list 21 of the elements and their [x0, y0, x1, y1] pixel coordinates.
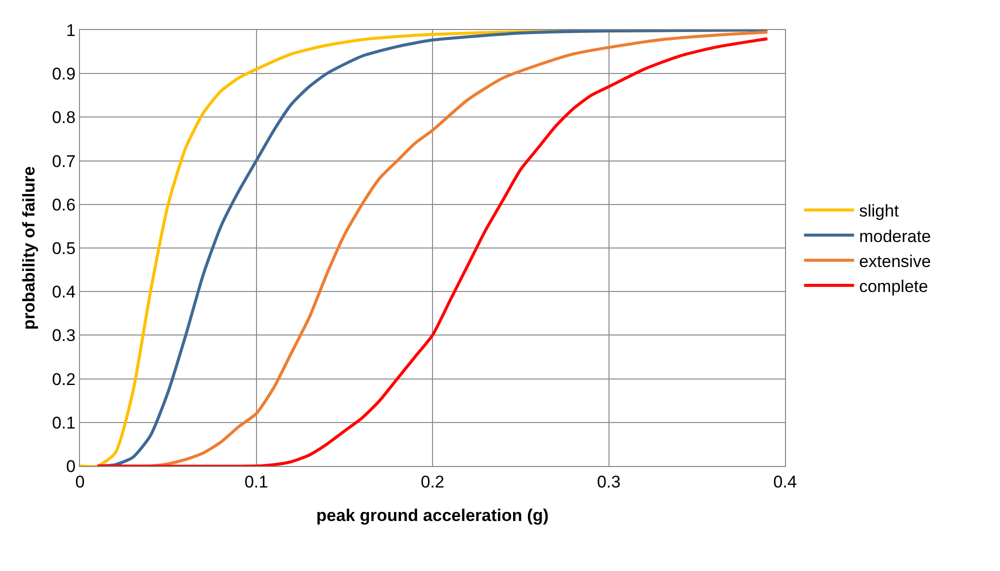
y-tick-label: 0.9 — [52, 64, 76, 84]
y-tick-label: 0.4 — [52, 282, 76, 302]
x-tick-label: 0.1 — [244, 472, 268, 492]
legend-label: slight — [859, 202, 900, 221]
x-tick-label: 0.2 — [420, 472, 444, 492]
y-axis-title: probability of failure — [20, 166, 39, 330]
y-tick-label: 0.1 — [52, 413, 76, 432]
x-tick-label: 0.4 — [773, 472, 797, 492]
legend-label: extensive — [859, 252, 931, 271]
y-tick-label: 0.8 — [52, 108, 76, 128]
x-tick-label: 0.3 — [596, 472, 621, 492]
legend-label: complete — [859, 276, 928, 296]
y-tick-label: 0.6 — [52, 195, 76, 214]
y-tick-label: 0 — [66, 456, 76, 476]
legend-label: moderate — [859, 226, 931, 246]
y-tick-label: 1 — [66, 20, 76, 40]
y-tick-label: 0.3 — [52, 326, 76, 346]
y-tick-label: 0.2 — [52, 370, 76, 389]
y-tick-label: 0.7 — [52, 152, 76, 171]
x-axis-title: peak ground acceleration (g) — [316, 506, 549, 525]
y-tick-label: 0.5 — [52, 238, 76, 258]
